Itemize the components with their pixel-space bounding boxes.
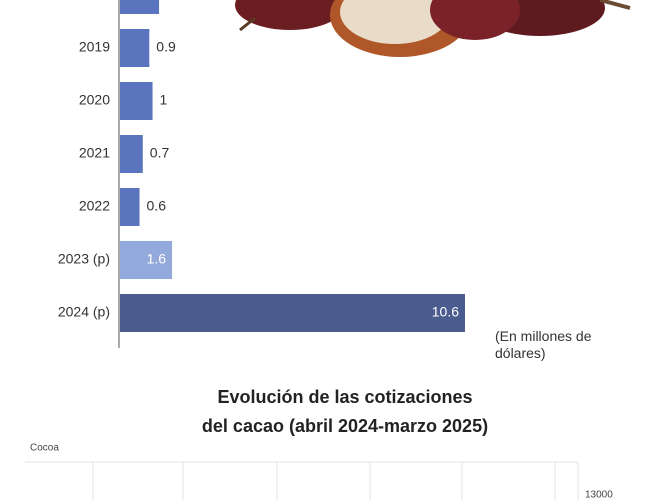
bar xyxy=(120,29,150,67)
y-tick-label: 2021 xyxy=(79,145,110,161)
data-label: 1 xyxy=(160,92,168,108)
data-label: 1.2 xyxy=(166,0,186,2)
data-label: 0.9 xyxy=(156,39,176,55)
cacao-photo xyxy=(235,0,631,57)
bar xyxy=(120,188,140,226)
x-axis-label: (En millones de dólares) xyxy=(495,328,592,361)
y-tick-label: 2023 (p) xyxy=(58,251,110,267)
chart-title: del cacao (abril 2024-marzo 2025) xyxy=(202,416,488,436)
bar xyxy=(120,294,465,332)
y-tick-label: 2020 xyxy=(79,92,110,108)
y-tick-label: 2019 xyxy=(79,39,110,55)
data-label: 0.6 xyxy=(147,198,167,214)
data-label: 10.6 xyxy=(432,304,459,320)
data-label: 1.6 xyxy=(147,251,167,267)
y-tick-label: 13000 xyxy=(585,490,613,500)
chart-title: Evolución de las cotizaciones xyxy=(217,387,472,407)
y-tick-label: 2018 xyxy=(79,0,110,2)
y-tick-label: 2022 xyxy=(79,198,110,214)
bar xyxy=(120,0,160,14)
bar xyxy=(120,82,153,120)
y-axis-label: Cocoa xyxy=(30,443,59,454)
y-tick-label: 2024 (p) xyxy=(58,304,110,320)
bar xyxy=(120,135,143,173)
data-label: 0.7 xyxy=(150,145,170,161)
bar xyxy=(120,241,173,279)
lower-chart-grid xyxy=(25,461,579,500)
